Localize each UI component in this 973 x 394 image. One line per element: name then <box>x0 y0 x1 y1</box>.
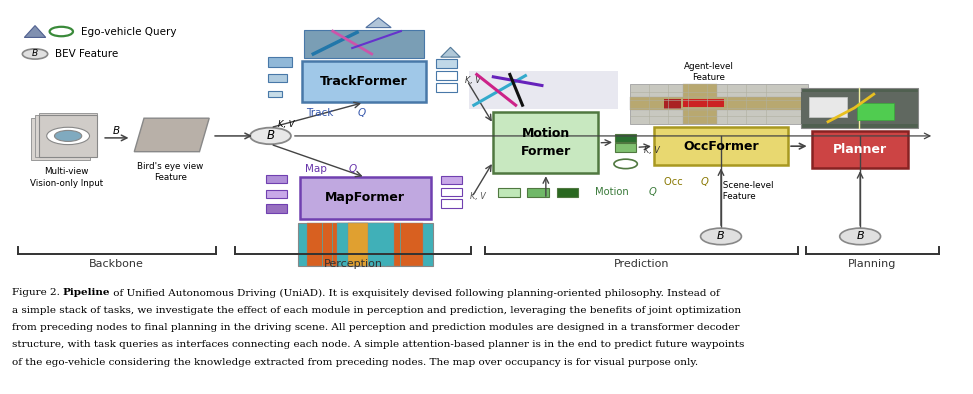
Text: a simple stack of tasks, we investigate the effect of each module in perception : a simple stack of tasks, we investigate … <box>12 306 740 315</box>
Text: BEV Feature: BEV Feature <box>55 49 119 59</box>
Bar <box>337 223 394 266</box>
Bar <box>683 84 717 124</box>
Text: K, V: K, V <box>278 121 295 129</box>
Text: Figure 2.: Figure 2. <box>12 288 63 297</box>
Text: Map: Map <box>305 164 330 175</box>
Text: B: B <box>267 130 274 142</box>
Bar <box>266 175 287 183</box>
Bar <box>809 97 847 117</box>
Bar <box>436 59 457 68</box>
Bar <box>266 204 287 213</box>
Text: Q: Q <box>348 164 356 175</box>
Text: Planner: Planner <box>833 143 887 156</box>
Bar <box>630 84 808 124</box>
Bar <box>654 127 788 165</box>
Text: K, V: K, V <box>465 76 481 85</box>
Text: Track: Track <box>306 108 337 119</box>
Text: Q: Q <box>357 108 365 119</box>
Bar <box>304 30 424 58</box>
Bar <box>801 92 918 124</box>
Text: Planning: Planning <box>848 259 896 269</box>
Bar <box>441 199 462 208</box>
Bar <box>268 57 292 67</box>
Text: Motion: Motion <box>595 187 632 197</box>
Text: K, V: K, V <box>470 193 486 201</box>
Circle shape <box>701 228 741 245</box>
Bar <box>266 190 287 198</box>
Bar <box>493 112 598 173</box>
Bar <box>441 176 462 184</box>
Bar <box>268 74 287 82</box>
Text: of the ego-vehicle considering the knowledge extracted from preceding nodes. The: of the ego-vehicle considering the knowl… <box>12 358 698 367</box>
Bar <box>31 118 90 160</box>
Bar <box>801 88 918 128</box>
Circle shape <box>840 228 881 245</box>
Text: B: B <box>717 231 725 242</box>
Bar <box>498 188 520 197</box>
Text: Perception: Perception <box>324 259 382 269</box>
Text: of Unified Autonomous Driving (UniAD). It is exquisitely devised following plann: of Unified Autonomous Driving (UniAD). I… <box>110 288 720 297</box>
Text: OccFormer: OccFormer <box>683 140 759 152</box>
Bar <box>527 188 549 197</box>
Bar <box>436 71 457 80</box>
Text: K, V: K, V <box>644 146 660 154</box>
Bar <box>268 91 282 97</box>
Circle shape <box>54 130 82 141</box>
Text: Prediction: Prediction <box>613 259 669 269</box>
Bar <box>307 223 423 266</box>
Bar <box>683 98 724 107</box>
Text: Multi-view
Vision-only Input: Multi-view Vision-only Input <box>29 167 103 188</box>
Bar <box>39 115 97 157</box>
Text: B: B <box>32 50 38 58</box>
Text: structure, with task queries as interfaces connecting each node. A simple attent: structure, with task queries as interfac… <box>12 340 744 349</box>
Text: Motion
Former: Motion Former <box>521 127 571 158</box>
Text: Q: Q <box>701 177 708 187</box>
Text: TrackFormer: TrackFormer <box>320 75 408 88</box>
Circle shape <box>47 127 90 145</box>
Bar <box>630 97 808 110</box>
Text: B: B <box>113 126 121 136</box>
Text: Bird's eye view
Feature: Bird's eye view Feature <box>137 162 203 182</box>
Bar <box>812 131 908 168</box>
Bar <box>436 83 457 92</box>
Polygon shape <box>24 26 46 37</box>
Circle shape <box>22 49 48 59</box>
Bar <box>557 188 578 197</box>
Bar <box>300 177 431 219</box>
Bar <box>615 134 636 142</box>
Bar <box>441 188 462 196</box>
Bar <box>298 223 433 266</box>
Bar <box>35 115 93 157</box>
Bar <box>302 61 426 102</box>
Text: Scene-level
 Feature: Scene-level Feature <box>720 181 774 201</box>
Polygon shape <box>441 47 460 57</box>
Bar <box>348 223 368 266</box>
Text: Occ: Occ <box>664 177 685 187</box>
Text: Pipeline: Pipeline <box>63 288 110 297</box>
Bar <box>857 103 894 120</box>
Text: Agent-level
Feature: Agent-level Feature <box>684 62 734 82</box>
Text: MapFormer: MapFormer <box>325 191 406 204</box>
Text: from preceding nodes to final planning in the driving scene. All perception and : from preceding nodes to final planning i… <box>12 323 739 332</box>
Circle shape <box>250 128 291 144</box>
Bar <box>39 113 97 154</box>
Text: B: B <box>856 231 864 242</box>
Polygon shape <box>366 18 391 28</box>
Bar <box>469 71 618 109</box>
Text: Backbone: Backbone <box>90 259 144 269</box>
Polygon shape <box>134 118 209 152</box>
Text: Ego-vehicle Query: Ego-vehicle Query <box>81 26 176 37</box>
Bar <box>664 99 681 109</box>
Bar <box>615 143 636 152</box>
Text: Q: Q <box>649 187 657 197</box>
